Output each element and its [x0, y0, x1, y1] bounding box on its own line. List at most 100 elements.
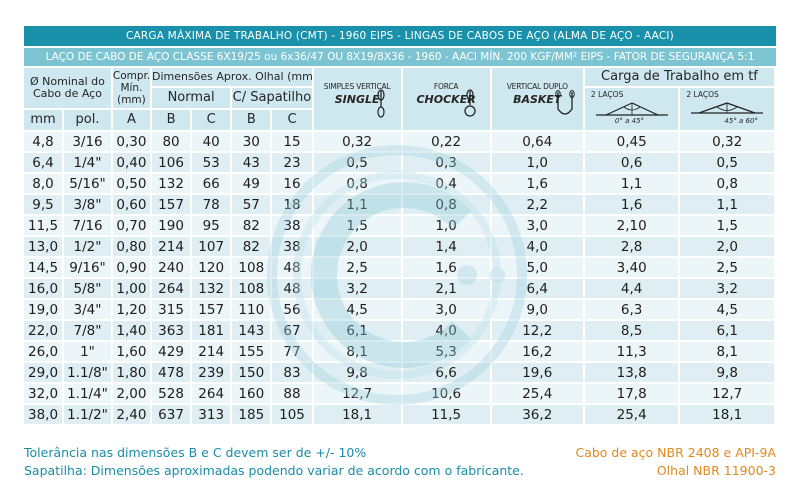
cell-mm: 32,0	[24, 383, 65, 405]
cell-c-sapatilho: 77	[271, 341, 314, 363]
cell-two-legs-60: 1,5	[679, 215, 776, 237]
cell-choker: 0,4	[401, 173, 492, 195]
cell-basket: 19,6	[490, 362, 585, 384]
cell-two-legs-60: 12,7	[679, 383, 776, 405]
sapatilha-note: Sapatilha: Dimensões aproximadas podendo…	[24, 463, 524, 478]
cell-mm: 11,5	[24, 215, 65, 237]
cell-two-legs-45: 0,6	[583, 152, 681, 174]
angle-label-2: 45° a 60°	[724, 117, 758, 125]
cell-mm: 22,0	[24, 320, 65, 342]
cell-c-normal: 264	[191, 383, 233, 405]
cell-two-legs-60: 1,1	[679, 194, 776, 216]
cell-b-sapatilho: 108	[231, 278, 273, 300]
cell-two-legs-45: 2,8	[583, 236, 681, 258]
cell-choker: 11,5	[401, 404, 492, 426]
cell-single: 0,5	[312, 152, 403, 174]
cell-single: 2,0	[312, 236, 403, 258]
cell-two-legs-45: 2,10	[583, 215, 681, 237]
cell-compr: 0,80	[111, 236, 152, 258]
table-wrapper: CARGA MÁXIMA DE TRABALHO (CMT) - 1960 EI…	[24, 26, 777, 426]
cell-c-sapatilho: 18	[271, 194, 314, 216]
cell-two-legs-60: 0,5	[679, 152, 776, 174]
header-compr: Compr. Mín. (mm)	[111, 68, 152, 110]
cell-single: 0,32	[312, 131, 403, 153]
cell-mm: 38,0	[24, 404, 65, 426]
cell-b-normal: 363	[150, 320, 193, 342]
cell-b-normal: 132	[150, 173, 193, 195]
cell-pol: 5/16"	[63, 173, 113, 195]
header-b: B	[150, 109, 193, 132]
cell-basket: 3,0	[490, 215, 585, 237]
table-row: 9,5 3/8" 0,60 157 78 57 18 1,1 0,8 2,2 1,6 1,1	[24, 194, 776, 216]
two-legs-label-2: 2 LAÇOS	[686, 89, 719, 99]
cell-pol: 7/16	[63, 215, 113, 237]
cell-two-legs-45: 1,1	[583, 173, 681, 195]
cell-b-sapatilho: 185	[231, 404, 273, 426]
cell-b-sapatilho: 30	[231, 131, 273, 153]
cell-two-legs-60: 4,5	[679, 299, 776, 321]
cell-two-legs-45: 3,40	[583, 257, 681, 279]
cell-two-legs-45: 0,45	[583, 131, 681, 153]
header-carga: Carga de Trabalho em tf	[583, 68, 777, 88]
cell-b-sapatilho: 150	[231, 362, 273, 384]
header-pol: pol.	[63, 109, 113, 132]
cell-c-normal: 239	[191, 362, 233, 384]
cell-b-normal: 429	[150, 341, 193, 363]
cell-choker: 5,3	[401, 341, 492, 363]
footer-notes: Tolerância nas dimensões B e C devem ser…	[24, 444, 524, 480]
cell-c-sapatilho: 48	[271, 278, 314, 300]
cell-c-sapatilho: 56	[271, 299, 314, 321]
cell-c-sapatilho: 83	[271, 362, 314, 384]
cell-single: 8,1	[312, 341, 403, 363]
cell-mm: 8,0	[24, 173, 65, 195]
cell-mm: 4,8	[24, 131, 65, 153]
table-row: 13,0 1/2" 0,80 214 107 82 38 2,0 1,4 4,0 2,8 2,0	[24, 236, 776, 258]
cell-mm: 19,0	[24, 299, 65, 321]
cell-compr: 0,90	[111, 257, 152, 279]
table-row: 32,0 1.1/4" 2,00 528 264 160 88 12,7 10,6 25,4 17,…	[24, 383, 776, 405]
bridle-60-icon	[691, 101, 764, 114]
cell-single: 6,1	[312, 320, 403, 342]
cell-two-legs-60: 8,1	[679, 341, 776, 363]
cell-basket: 4,0	[490, 236, 585, 258]
cell-b-sapatilho: 160	[231, 383, 273, 405]
cell-pol: 1.1/8"	[63, 362, 113, 384]
header-mm: mm	[24, 109, 65, 132]
header-b-sapatilho: B	[231, 109, 273, 132]
cell-basket: 16,2	[490, 341, 585, 363]
cell-b-sapatilho: 82	[231, 236, 273, 258]
table-row: 26,0 1" 1,60 429 214 155 77 8,1 5,3 16,2 11,3 8,1	[24, 341, 776, 363]
basket-sling-icon	[555, 89, 575, 115]
cell-single: 1,5	[312, 215, 403, 237]
cell-mm: 29,0	[24, 362, 65, 384]
cell-compr: 0,50	[111, 173, 152, 195]
cell-mm: 13,0	[24, 236, 65, 258]
cell-two-legs-45: 8,5	[583, 320, 681, 342]
header-c-sapatilho: C	[271, 109, 314, 132]
cell-mm: 26,0	[24, 341, 65, 363]
cell-pol: 1.1/2"	[63, 404, 113, 426]
single-sling-icon	[377, 88, 385, 118]
header-single: SIMPLES VERTICAL SINGLE	[312, 68, 403, 132]
cell-b-sapatilho: 43	[231, 152, 273, 174]
choker-sling-icon	[464, 88, 476, 117]
cell-mm: 9,5	[24, 194, 65, 216]
cell-two-legs-45: 4,4	[583, 278, 681, 300]
cell-b-normal: 240	[150, 257, 193, 279]
cell-b-sapatilho: 82	[231, 215, 273, 237]
choker-small-label: FORCA	[433, 81, 459, 91]
cell-compr: 1,80	[111, 362, 152, 384]
norm-eye: Olhal NBR 11900-3	[656, 463, 776, 478]
basket-label: BASKET	[513, 92, 562, 106]
cell-b-normal: 106	[150, 152, 193, 174]
cell-single: 4,5	[312, 299, 403, 321]
cell-basket: 0,64	[490, 131, 585, 153]
cell-c-sapatilho: 23	[271, 152, 314, 174]
cell-two-legs-45: 11,3	[583, 341, 681, 363]
cell-compr: 0,60	[111, 194, 152, 216]
cell-pol: 7/8"	[63, 320, 113, 342]
cell-compr: 2,00	[111, 383, 152, 405]
table-subtitle: LAÇO DE CABO DE AÇO CLASSE 6X19/25 ou 6x…	[24, 48, 776, 66]
header-two-legs-45: 2 LAÇOS 0° a 45°	[583, 87, 681, 132]
cell-two-legs-60: 6,1	[679, 320, 776, 342]
